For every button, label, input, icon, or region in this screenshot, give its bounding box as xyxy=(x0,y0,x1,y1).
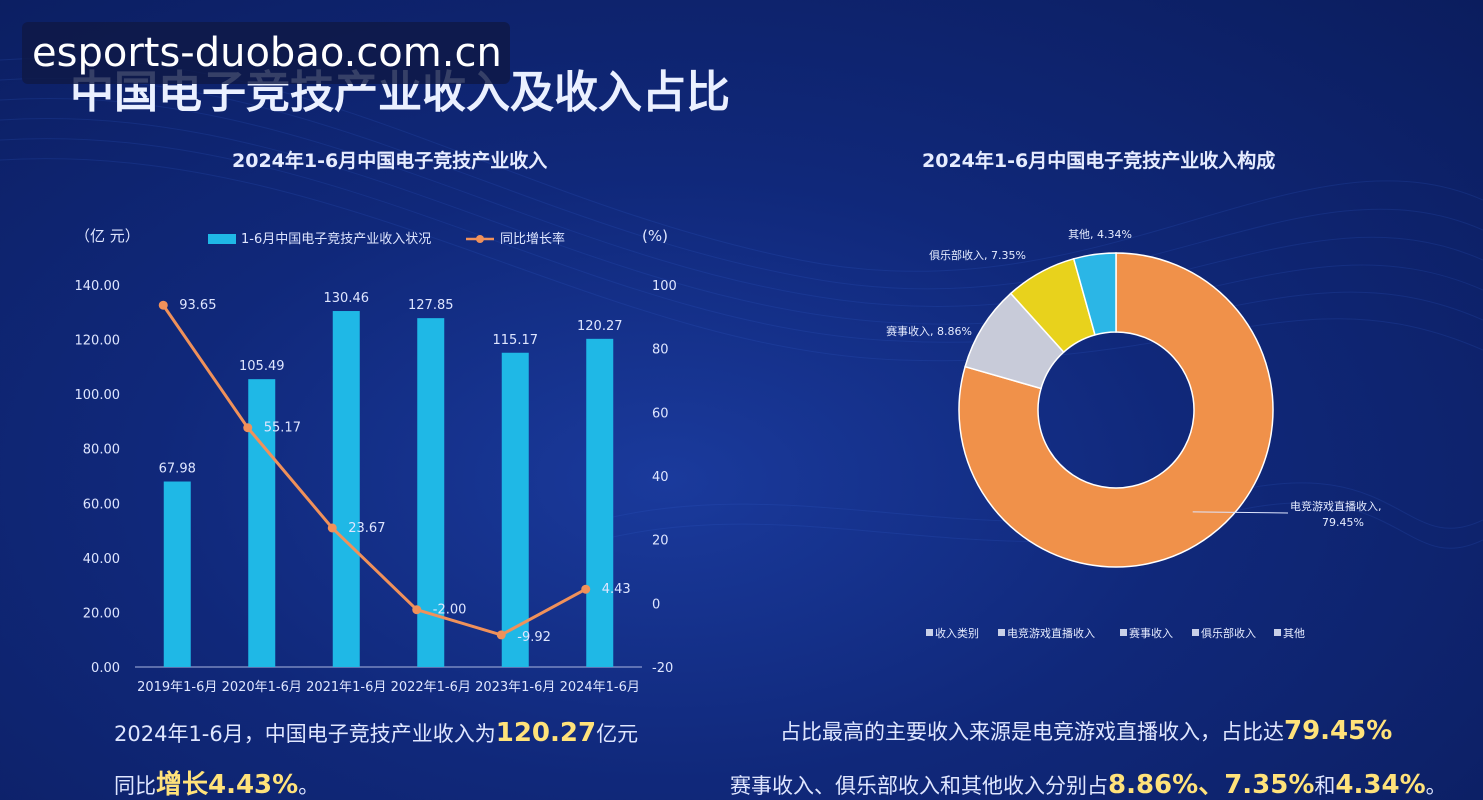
growth-point xyxy=(158,300,168,310)
y-tick-label: 40.00 xyxy=(83,552,120,567)
y2-tick-label: 40 xyxy=(652,470,669,485)
bar xyxy=(586,338,614,667)
y2-tick-label: 0 xyxy=(652,597,660,612)
growth-value-label: 4.43 xyxy=(602,582,631,597)
summary-left-line2-prefix: 同比 xyxy=(114,774,156,798)
x-tick-label: 2022年1-6月 xyxy=(391,680,471,695)
summary-right-line1: 占比最高的主要收入来源是电竞游戏直播收入，占比达79.45% xyxy=(780,716,1392,746)
donut-label-main: 电竞游戏直播收入, xyxy=(1290,499,1382,513)
y2-tick-label: 80 xyxy=(652,343,669,358)
legend-bar-label: 1-6月中国电子竞技产业收入状况 xyxy=(241,231,431,247)
legend-swatch xyxy=(1274,629,1281,636)
bar xyxy=(501,352,529,667)
pie-chart-title: 2024年1-6月中国电子竞技产业收入构成 xyxy=(922,150,1276,172)
y-tick-label: 0.00 xyxy=(91,661,120,676)
bar-value-label: 105.49 xyxy=(239,359,285,374)
summary-right-line1-prefix: 占比最高的主要收入来源是电竞游戏直播收入，占比达 xyxy=(780,720,1284,744)
growth-value-label: 93.65 xyxy=(179,298,216,313)
donut-label-main-value: 79.45% xyxy=(1322,516,1364,529)
legend-label: 俱乐部收入 xyxy=(1201,626,1256,640)
donut-label-other: 其他, 4.34% xyxy=(1068,228,1132,241)
summary-right-line2: 赛事收入、俱乐部收入和其他收入分别占8.86%、7.35%和4.34%。 xyxy=(730,764,1447,800)
bar xyxy=(417,318,445,667)
bar-value-label: 130.46 xyxy=(324,291,370,306)
x-tick-label: 2021年1-6月 xyxy=(306,680,386,695)
summary-right-sep-1: 、 xyxy=(1198,770,1225,800)
donut-slice xyxy=(1072,252,1117,336)
y-tick-label: 120.00 xyxy=(75,334,121,349)
growth-point xyxy=(327,523,337,533)
growth-point xyxy=(496,630,506,640)
growth-value-label: -9.92 xyxy=(517,630,551,645)
growth-point xyxy=(412,605,422,615)
legend-label: 其他 xyxy=(1283,627,1305,640)
donut-label-events: 赛事收入, 8.86% xyxy=(886,324,972,338)
y-tick-label: 100.00 xyxy=(75,388,121,403)
summary-right-line2-suffix: 。 xyxy=(1425,774,1447,798)
legend-label: 收入类别 xyxy=(935,626,979,640)
growth-point xyxy=(581,584,591,594)
donut-slice xyxy=(958,252,1274,568)
summary-left-line2-suffix: 。 xyxy=(298,774,320,798)
summary-right-share-2: 7.35% xyxy=(1224,770,1315,800)
growth-value-label: 55.17 xyxy=(264,421,301,436)
x-tick-label: 2023年1-6月 xyxy=(475,680,555,695)
y2-tick-label: 60 xyxy=(652,406,669,421)
legend-label: 赛事收入 xyxy=(1129,626,1173,640)
summary-left-line1-suffix: 亿元 xyxy=(596,722,639,746)
y-tick-label: 140.00 xyxy=(75,279,121,294)
legend-line-marker xyxy=(476,235,484,243)
bar-value-label: 127.85 xyxy=(408,298,454,313)
donut-label-club: 俱乐部收入, 7.35% xyxy=(929,248,1026,262)
legend-label: 电竞游戏直播收入 xyxy=(1007,626,1095,640)
donut-leader-line xyxy=(1192,511,1289,514)
legend-swatch xyxy=(926,629,933,636)
bar-value-label: 115.17 xyxy=(493,333,539,348)
growth-point xyxy=(243,423,253,433)
bar xyxy=(248,379,276,667)
y-axis-unit-left: （亿 元） xyxy=(75,227,140,245)
y-tick-label: 60.00 xyxy=(83,497,120,512)
y2-tick-label: 20 xyxy=(652,534,669,549)
summary-left-line1: 2024年1-6月，中国电子竞技产业收入为120.27亿元 xyxy=(114,718,638,748)
summary-right-line2-prefix: 赛事收入、俱乐部收入和其他收入分别占 xyxy=(730,774,1108,798)
summary-right-share-1: 8.86% xyxy=(1108,770,1199,800)
legend-swatch xyxy=(1120,629,1127,636)
growth-value-label: 23.67 xyxy=(348,521,385,536)
bar-value-label: 120.27 xyxy=(577,319,623,334)
y-axis-unit-right: (%) xyxy=(642,227,668,245)
y-tick-label: 20.00 xyxy=(83,606,120,621)
growth-line xyxy=(162,304,587,637)
y2-tick-label: 100 xyxy=(652,279,677,294)
summary-right-sep-2: 和 xyxy=(1314,774,1336,798)
legend-line-label: 同比增长率 xyxy=(500,231,565,247)
bar xyxy=(163,481,191,667)
summary-right-share-3: 4.34% xyxy=(1335,770,1426,800)
summary-left-revenue-value: 120.27 xyxy=(495,718,597,748)
x-tick-label: 2019年1-6月 xyxy=(137,680,217,695)
x-tick-label: 2020年1-6月 xyxy=(222,680,302,695)
growth-value-label: -2.00 xyxy=(433,603,467,618)
summary-right-top-share: 79.45% xyxy=(1284,716,1393,746)
y2-tick-label: -20 xyxy=(652,661,673,676)
watermark: esports-duobao.com.cn xyxy=(22,22,510,84)
legend-swatch xyxy=(1192,629,1199,636)
summary-left-line1-prefix: 2024年1-6月，中国电子竞技产业收入为 xyxy=(114,722,496,746)
summary-left-line2: 同比增长4.43%。 xyxy=(114,764,319,800)
x-tick-label: 2024年1-6月 xyxy=(560,680,640,695)
legend-bar-swatch xyxy=(208,234,236,244)
bar-chart-title: 2024年1-6月中国电子竞技产业收入 xyxy=(232,150,548,172)
legend-swatch xyxy=(998,629,1005,636)
summary-left-growth-value: 增长4.43% xyxy=(156,770,299,800)
y-tick-label: 80.00 xyxy=(83,443,120,458)
bar-value-label: 67.98 xyxy=(159,462,196,477)
bar xyxy=(332,311,360,667)
